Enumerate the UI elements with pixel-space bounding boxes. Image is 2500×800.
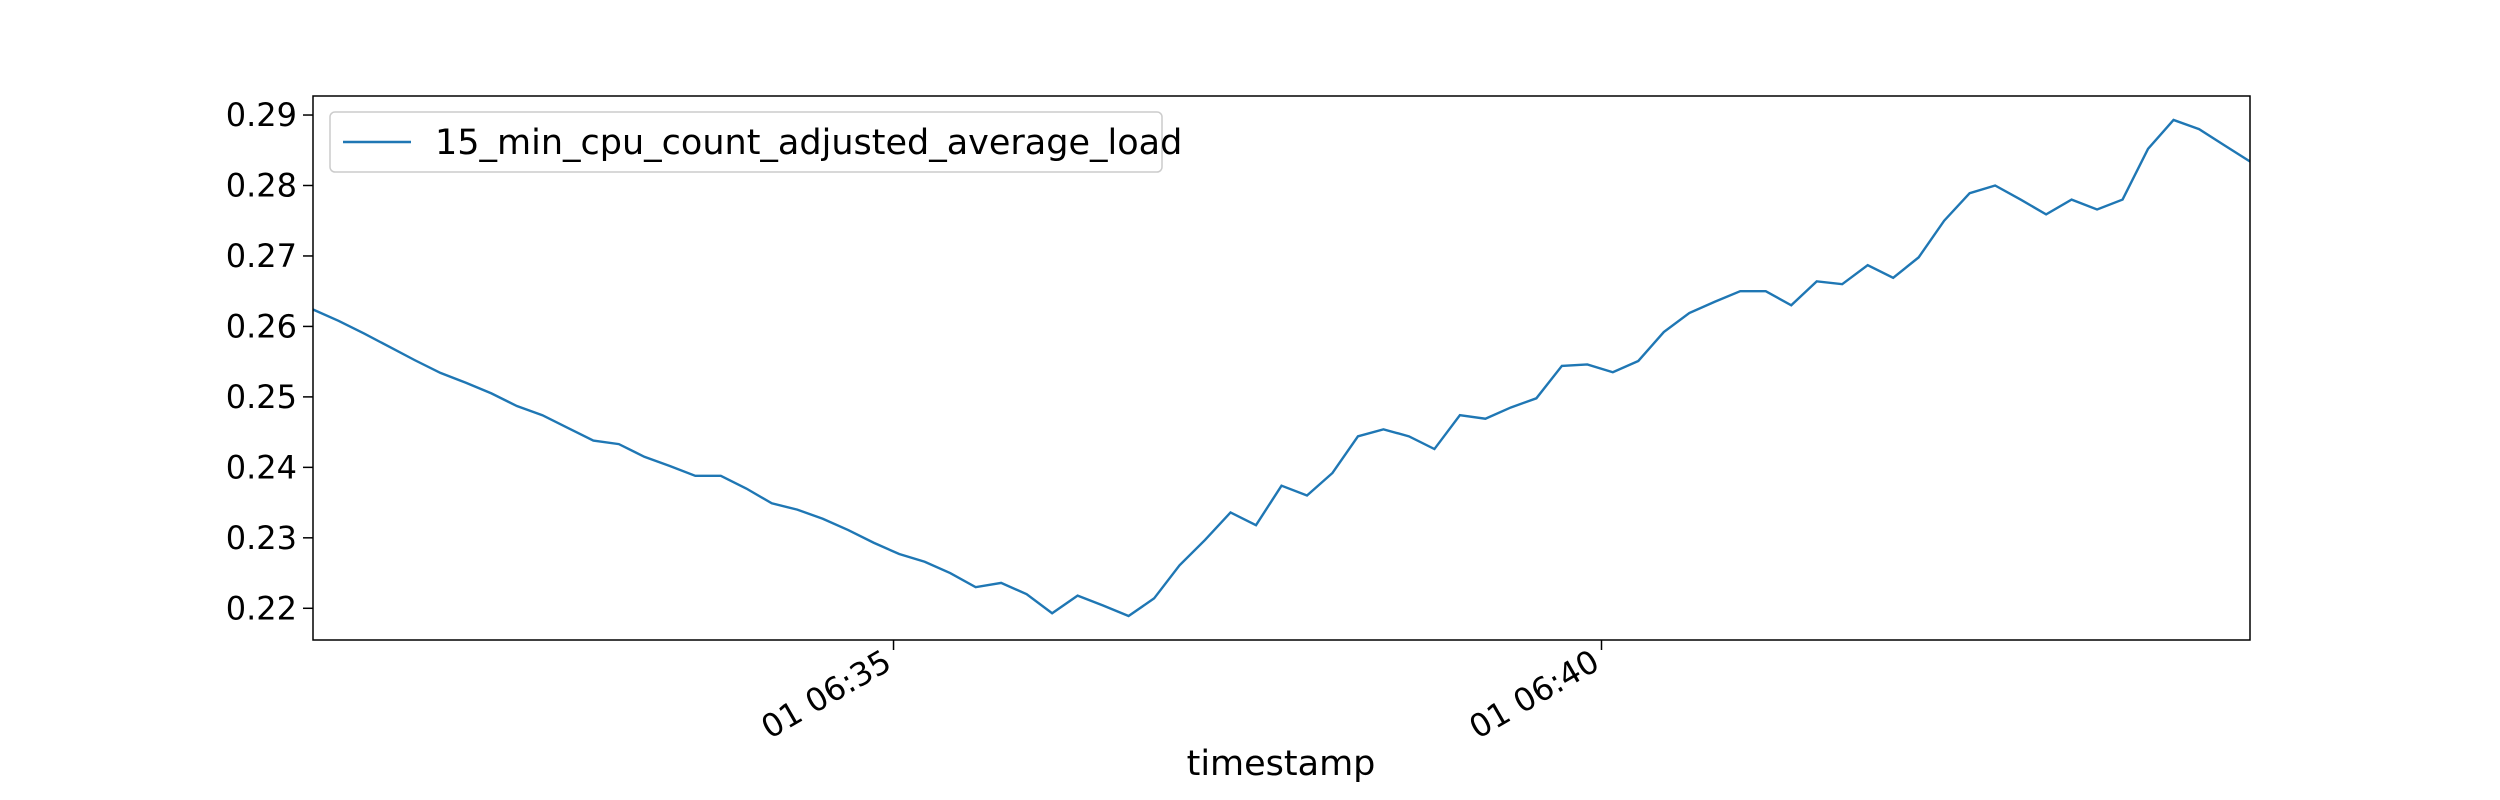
y-tick-label: 0.27 [226, 237, 297, 275]
x-tick-label: 01 06:35 [755, 642, 898, 746]
data-line [312, 118, 2251, 618]
y-tick-label: 0.26 [226, 307, 297, 345]
y-tick-label: 0.28 [226, 166, 297, 204]
y-tick-label: 0.22 [226, 589, 297, 627]
y-tick-label: 0.23 [226, 519, 297, 557]
x-tick-label: 01 06:40 [1463, 642, 1606, 746]
y-tick-label: 0.29 [226, 96, 297, 134]
legend-box [329, 111, 1163, 173]
legend: 15_min_cpu_count_adjusted_average_load [329, 111, 1182, 173]
y-tick-label: 0.25 [226, 378, 297, 416]
plot-frame [312, 95, 2251, 641]
legend-label: 15_min_cpu_count_adjusted_average_load [435, 123, 1182, 163]
x-axis-label: timestamp [1187, 744, 1376, 784]
y-tick-label: 0.24 [226, 448, 297, 486]
